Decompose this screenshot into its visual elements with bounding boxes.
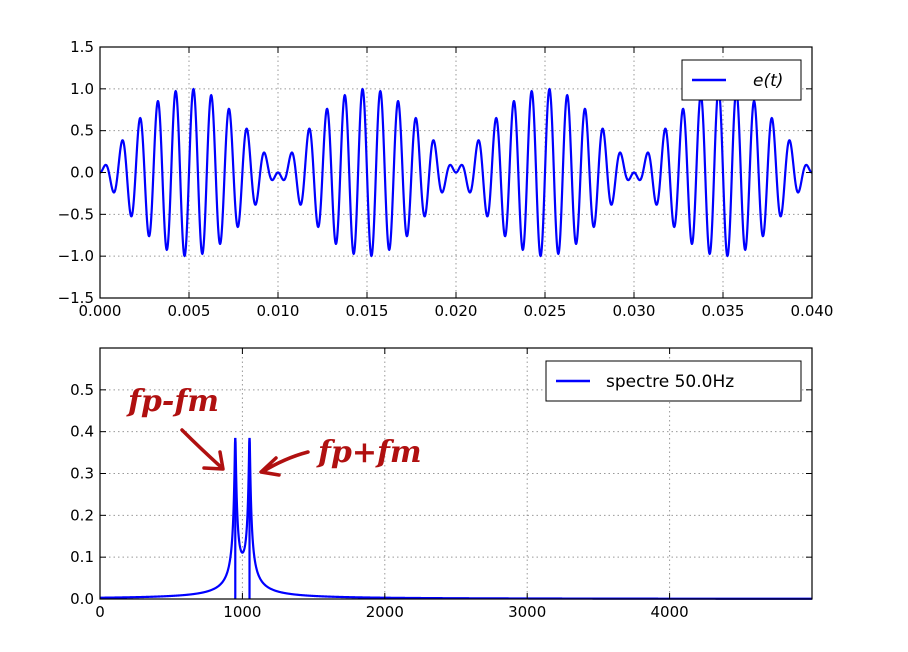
x-tick-label: 0.025 — [524, 302, 567, 320]
annotations: fp-fm fp+fm — [126, 384, 422, 477]
y-tick-label: 0.3 — [70, 465, 94, 483]
x-tick-label: 3000 — [508, 603, 546, 621]
spectrum-plot: 0 1000 2000 3000 4000 0.5 0.4 0.3 0.2 0.1 0.0 spe… — [70, 347, 813, 621]
series-e-t-line — [99, 87, 813, 258]
y-tick-label: 0.4 — [70, 423, 94, 441]
y-tick-label: −1.5 — [58, 289, 94, 307]
x-tick-label: 0.000 — [79, 302, 122, 320]
x-tick-label: 0.010 — [257, 302, 300, 320]
y-tick-label: 0.5 — [70, 122, 94, 140]
bottom-y-ticks: 0.5 0.4 0.3 0.2 0.1 0.0 — [70, 381, 812, 608]
top-x-ticks: 0.000 0.005 0.010 0.015 0.020 0.025 0.030 0.035… — [79, 47, 834, 320]
x-tick-label: 0.040 — [791, 302, 834, 320]
annotation-fp-plus-fm: fp+fm — [316, 435, 422, 470]
bottom-x-ticks: 0 1000 2000 3000 4000 — [95, 348, 689, 621]
x-tick-label: 0.035 — [702, 302, 745, 320]
annotation-arrow-left — [180, 428, 225, 471]
y-tick-label: 1.0 — [70, 80, 94, 98]
bottom-series-group — [100, 437, 812, 600]
x-tick-label: 4000 — [651, 603, 689, 621]
y-tick-label: −0.5 — [58, 205, 94, 223]
x-tick-label: 0.005 — [168, 302, 211, 320]
bottom-legend-label: spectre 50.0Hz — [606, 372, 734, 392]
y-tick-label: 0.2 — [70, 506, 94, 524]
top-series-group — [99, 87, 813, 258]
series-spectrum-line — [100, 437, 812, 600]
x-tick-label: 1000 — [223, 603, 261, 621]
x-tick-label: 0 — [95, 603, 105, 621]
bottom-legend: spectre 50.0Hz — [545, 360, 802, 402]
y-tick-label: 0.1 — [70, 548, 94, 566]
y-tick-label: 0.0 — [70, 590, 94, 608]
y-tick-label: 0.5 — [70, 381, 94, 399]
y-tick-label: 0.0 — [70, 164, 94, 182]
top-legend-label: e(t) — [753, 71, 783, 91]
top-y-ticks: 1.5 1.0 0.5 0.0 −0.5 −1.0 −1.5 — [58, 38, 812, 307]
time-signal-plot: 0.000 0.005 0.010 0.015 0.020 0.025 0.030 0.035… — [58, 38, 834, 320]
top-legend: e(t) — [681, 59, 802, 101]
annotation-arrow-right — [259, 450, 310, 477]
annotation-fp-minus-fm: fp-fm — [126, 384, 219, 419]
y-tick-label: −1.0 — [58, 247, 94, 265]
x-tick-label: 0.020 — [435, 302, 478, 320]
x-tick-label: 0.015 — [346, 302, 389, 320]
x-tick-label: 0.030 — [613, 302, 656, 320]
y-tick-label: 1.5 — [70, 38, 94, 56]
x-tick-label: 2000 — [366, 603, 404, 621]
